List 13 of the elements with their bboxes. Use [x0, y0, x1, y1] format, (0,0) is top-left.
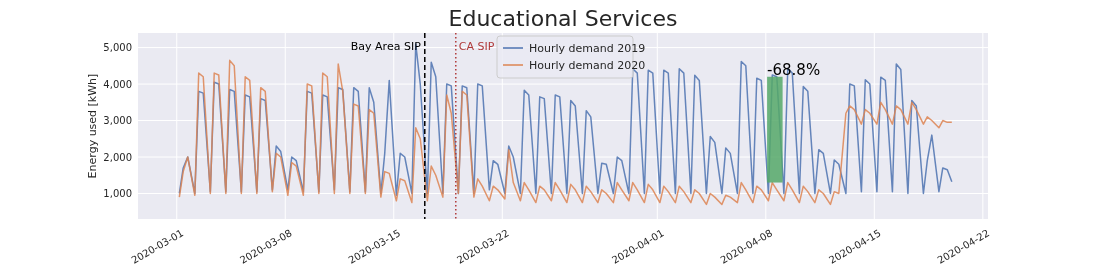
- annotation: -68.8%: [767, 60, 821, 79]
- chart-title: Educational Services: [448, 6, 678, 31]
- legend-label: Hourly demand 2020: [529, 58, 646, 72]
- y-tick-label: 1,000: [103, 187, 132, 199]
- y-tick-label: 2,000: [103, 151, 132, 163]
- y-tick-label: 4,000: [103, 78, 132, 90]
- line-series: [178, 59, 953, 206]
- ref-line-label: CA SIP: [458, 40, 495, 53]
- y-tick-label: 5,000: [103, 42, 132, 54]
- y-axis-title: Energy used [kWh]: [86, 73, 99, 179]
- y-tick-label: 3,000: [103, 115, 132, 127]
- legend-label: Hourly demand 2019: [529, 41, 646, 55]
- ref-line-label: Bay Area SIP: [350, 40, 422, 53]
